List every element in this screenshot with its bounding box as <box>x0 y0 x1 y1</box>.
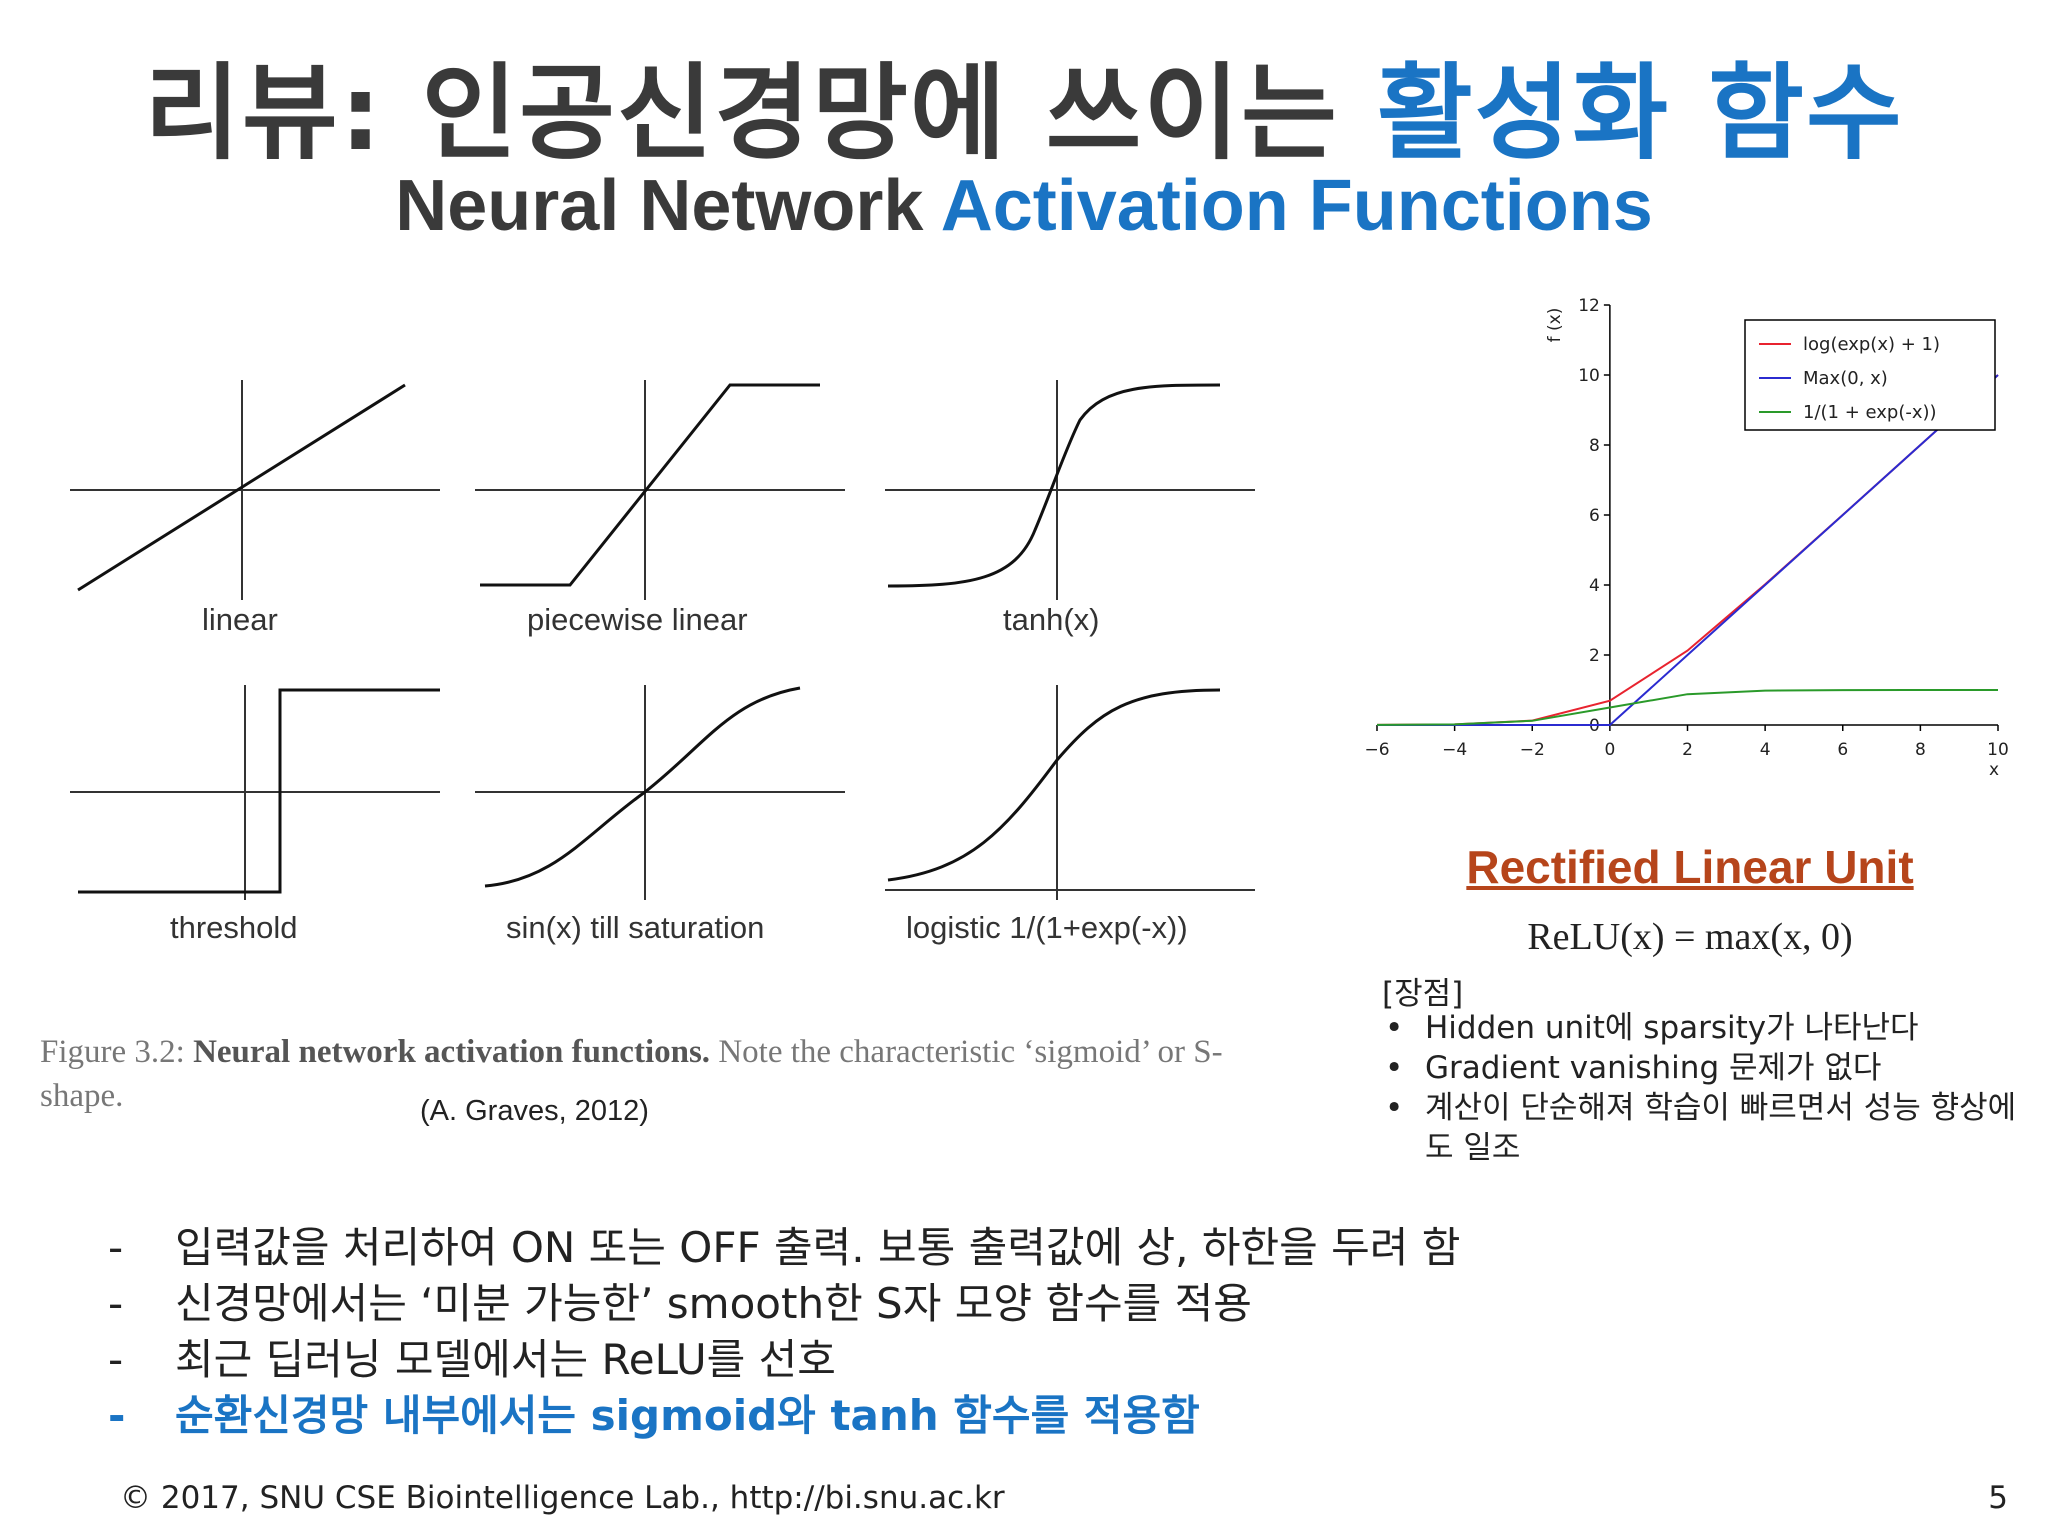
figure-caption-prefix: Figure 3.2: <box>40 1034 194 1070</box>
relu-x-label: x <box>1989 760 1999 780</box>
plot-caption-tanh: tanh(x) <box>1003 602 1100 637</box>
relu-series-line-2 <box>1376 689 1998 726</box>
relu-heading: Rectified Linear Unit <box>1466 841 1914 893</box>
note-item: 신경망에서는 ‘미분 가능한’ smooth한 S자 모양 함수를 적용 <box>100 1276 1800 1332</box>
page-number: 5 <box>1988 1480 2008 1516</box>
figure-caption-bold: Neural network activation functions. <box>193 1034 711 1070</box>
page-subtitle: Neural Network Activation Functions <box>0 165 2048 247</box>
relu-y-tick-label: 8 <box>1589 436 1600 456</box>
relu-x-tick-label: −6 <box>1364 740 1389 760</box>
plot-piecewise-curve <box>480 383 820 587</box>
figure-caption: Figure 3.2: Neural network activation fu… <box>40 1030 1280 1118</box>
relu-series-line-1 <box>1377 374 1999 726</box>
pros-item: Hidden unit에 sparsity가 나타난다 <box>1380 1008 2020 1048</box>
plot-caption-sin: sin(x) till saturation <box>506 910 765 945</box>
activation-figure: linear piecewise linear tanh(x) threshol… <box>40 330 1310 1140</box>
plot-caption-logistic: logistic 1/(1+exp(-x)) <box>906 910 1188 945</box>
figure-source: (A. Graves, 2012) <box>420 1095 649 1127</box>
title-korean-accent: 활성화 함수 <box>1377 52 1904 174</box>
relu-legend-label: Max(0, x) <box>1803 368 1888 389</box>
plot-logistic-curve <box>887 688 1221 882</box>
relu-x-tick-label: −4 <box>1442 740 1467 760</box>
activation-plots <box>70 380 1255 900</box>
relu-formula: ReLU(x) = max(x, 0) <box>1527 916 1853 958</box>
relu-y-tick-label: 12 <box>1578 296 1600 316</box>
pros-item: Gradient vanishing 문제가 없다 <box>1380 1048 2020 1088</box>
relu-x-tick-label: 0 <box>1604 740 1615 760</box>
relu-x-tick-label: 4 <box>1760 740 1771 760</box>
relu-y-tick-label: 4 <box>1589 576 1600 596</box>
relu-y-tick-label: 10 <box>1578 366 1600 386</box>
page-title: 리뷰: 인공신경망에 쓰이는 활성화 함수 <box>0 28 2048 179</box>
relu-y-tick-label: 2 <box>1589 646 1600 666</box>
note-item: 입력값을 처리하여 ON 또는 OFF 출력. 보통 출력값에 상, 하한을 두… <box>100 1220 1800 1276</box>
pros-list: Hidden unit에 sparsity가 나타난다 Gradient van… <box>1380 1008 2020 1168</box>
note-item: 최근 딥러닝 모델에서는 ReLU를 선호 <box>100 1332 1800 1388</box>
plot-threshold-curve <box>78 688 440 894</box>
relu-legend-label: 1/(1 + exp(-x)) <box>1803 402 1937 423</box>
relu-x-tick-label: 6 <box>1837 740 1848 760</box>
relu-x-tick-label: 2 <box>1682 740 1693 760</box>
relu-y-tick-label: 6 <box>1589 506 1600 526</box>
relu-legend-label: log(exp(x) + 1) <box>1803 334 1940 355</box>
plot-sin-curve <box>484 686 801 888</box>
pros-label: [장점] <box>1382 976 1464 1012</box>
plot-linear-curve <box>77 383 406 592</box>
relu-x-tick-label: −2 <box>1520 740 1545 760</box>
pros-item: 계산이 단순해져 학습이 빠르면서 성능 향상에도 일조 <box>1380 1088 2020 1168</box>
title-korean-main: 리뷰: 인공신경망에 쓰이는 <box>144 52 1378 174</box>
plot-caption-linear: linear <box>202 602 278 637</box>
title-english-accent: Activation Functions <box>940 166 1653 246</box>
title-english-main: Neural Network <box>395 166 941 246</box>
plot-tanh-curve <box>887 383 1221 588</box>
footer-copyright: © 2017, SNU CSE Biointelligence Lab., ht… <box>120 1480 1005 1516</box>
note-item-highlight: 순환신경망 내부에서는 sigmoid와 tanh 함수를 적용함 <box>100 1388 1800 1444</box>
relu-x-tick-label: 8 <box>1915 740 1926 760</box>
relu-x-tick-label: 10 <box>1987 740 2009 760</box>
plot-caption-piecewise: piecewise linear <box>527 602 748 637</box>
figure-caption-rest: Note the characteristic ‘sigmoid’ or S-s… <box>40 1034 1223 1114</box>
relu-y-label: f (x) <box>1545 308 1565 343</box>
notes-list: 입력값을 처리하여 ON 또는 OFF 출력. 보통 출력값에 상, 하한을 두… <box>100 1220 1800 1444</box>
plot-caption-threshold: threshold <box>170 910 298 945</box>
